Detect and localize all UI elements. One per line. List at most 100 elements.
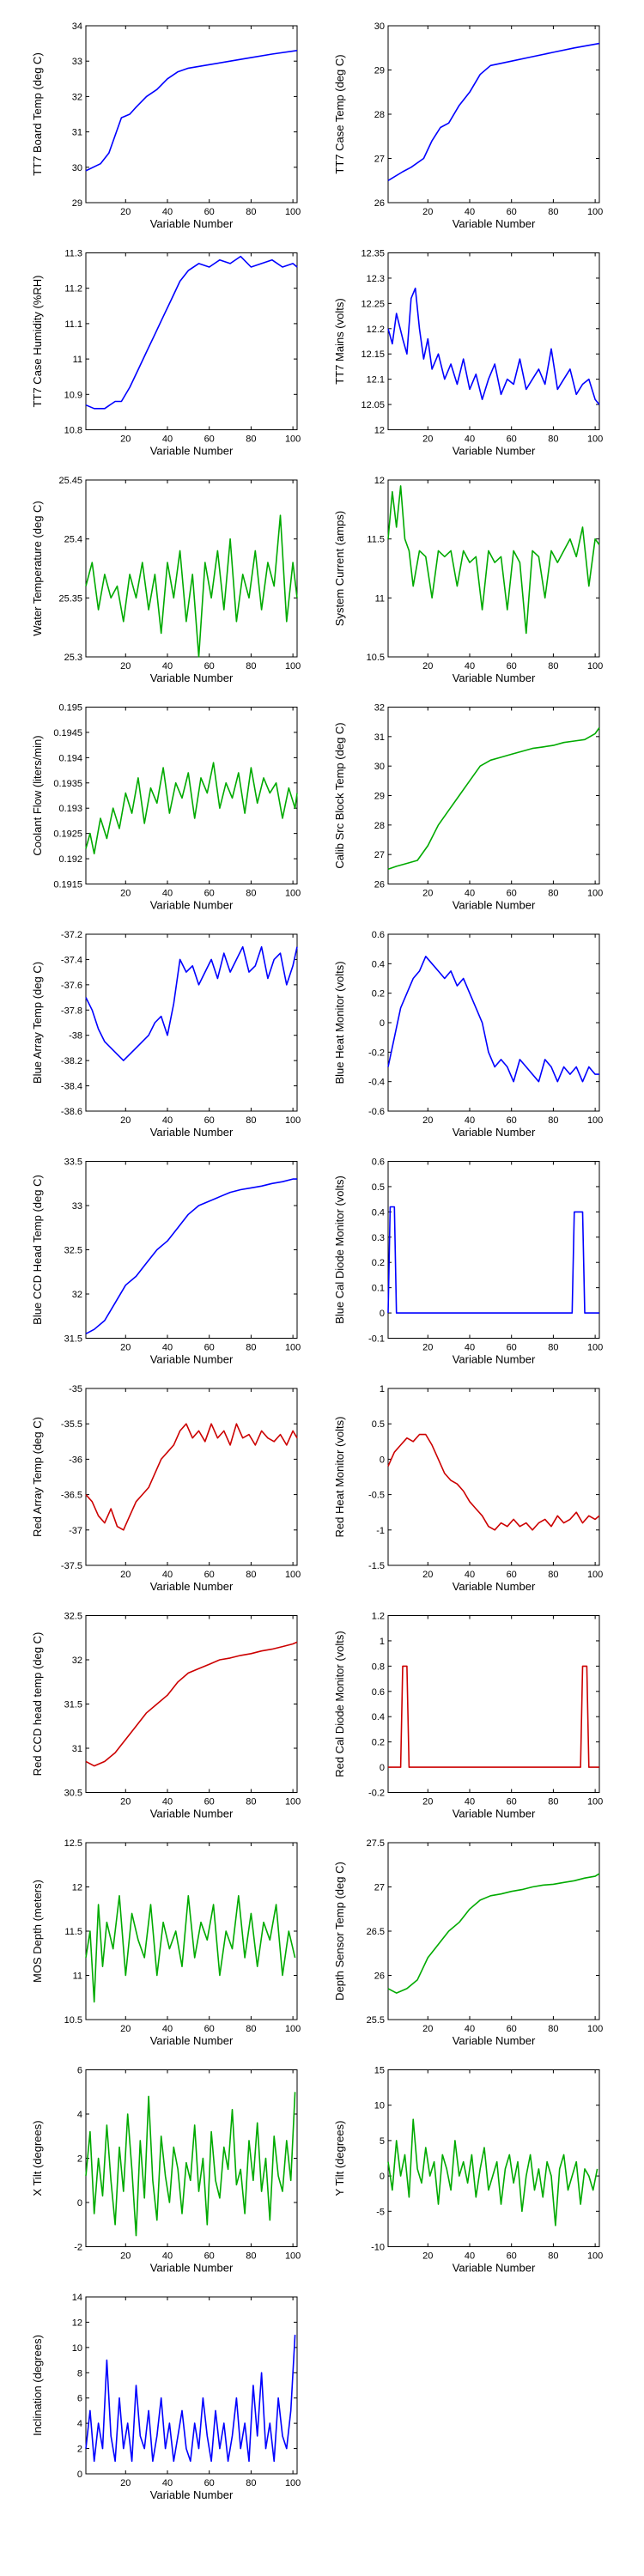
x-tick-label: 40 xyxy=(465,207,475,217)
y-tick-label: 12.5 xyxy=(64,1838,82,1849)
y-tick-label: -0.2 xyxy=(368,1789,385,1799)
x-tick-label: 100 xyxy=(587,1797,603,1807)
y-tick-label: 32 xyxy=(72,1656,82,1666)
x-axis-label: Variable Number xyxy=(150,1126,234,1139)
x-tick-label: 40 xyxy=(465,1570,475,1580)
series-line xyxy=(85,1895,296,2003)
y-tick-label: -38.2 xyxy=(61,1056,82,1066)
x-tick-label: 60 xyxy=(507,207,517,217)
x-tick-label: 80 xyxy=(246,2251,256,2262)
x-tick-label: 20 xyxy=(120,2478,131,2488)
x-axis-label: Variable Number xyxy=(150,899,234,912)
plot-area xyxy=(387,707,600,884)
series-line xyxy=(387,42,600,181)
y-tick-label: -35 xyxy=(69,1384,82,1394)
y-tick-label: -37.6 xyxy=(61,981,82,991)
y-tick-label: -1.5 xyxy=(368,1561,385,1571)
plot-area xyxy=(387,479,600,658)
y-tick-label: 0.8 xyxy=(372,1662,385,1672)
y-tick-label: -37.4 xyxy=(61,955,82,965)
y-tick-label: 11.1 xyxy=(64,319,82,330)
series-line xyxy=(85,2335,296,2463)
x-axis-label: Variable Number xyxy=(150,2488,234,2501)
x-tick-label: 100 xyxy=(285,207,301,217)
y-tick-label: 6 xyxy=(77,2394,82,2404)
y-tick-label: 34 xyxy=(72,21,82,32)
y-tick-label: 10.9 xyxy=(64,390,82,400)
y-tick-label: 26 xyxy=(374,880,385,890)
x-tick-label: 40 xyxy=(162,2478,173,2488)
x-tick-label: 60 xyxy=(204,1115,215,1126)
subplot-9: -38.6 -38.4 -38.2 -38 -37.8 -37.6 -37.4 -37.2 20… xyxy=(31,930,301,1139)
x-axis-label: Variable Number xyxy=(453,445,536,458)
y-tick-label: -0.6 xyxy=(368,1107,385,1117)
y-tick-label: 29 xyxy=(374,792,385,802)
x-tick-label: 80 xyxy=(246,1115,256,1126)
y-axis-label: Y Tilt (degrees) xyxy=(333,2121,346,2196)
y-tick-label: 12.15 xyxy=(361,349,385,360)
x-axis-label: Variable Number xyxy=(150,445,234,458)
y-tick-label: 11 xyxy=(375,593,385,604)
y-tick-label: 32 xyxy=(374,703,385,714)
y-tick-label: 0 xyxy=(380,1018,385,1029)
x-tick-label: 60 xyxy=(204,1570,215,1580)
y-tick-label: 25.5 xyxy=(367,2015,385,2026)
x-tick-label: 60 xyxy=(204,1343,215,1353)
x-tick-label: 40 xyxy=(465,2024,475,2034)
y-tick-label: -37 xyxy=(69,1526,82,1536)
series-line xyxy=(85,945,298,1061)
x-tick-label: 40 xyxy=(465,1797,475,1807)
x-tick-label: 40 xyxy=(162,2024,173,2034)
y-tick-label: 0.6 xyxy=(372,1687,385,1698)
y-tick-label: -36 xyxy=(69,1455,82,1465)
x-tick-label: 40 xyxy=(162,434,173,445)
x-tick-label: 40 xyxy=(162,207,173,217)
x-tick-label: 60 xyxy=(204,2251,215,2262)
x-axis-label: Variable Number xyxy=(150,2034,234,2047)
y-tick-label: 12 xyxy=(374,426,385,436)
y-tick-label: 32 xyxy=(72,92,82,102)
y-tick-label: 25.4 xyxy=(64,535,82,545)
subplot-15: 30.5 31 31.5 32 32.5 20 40 60 80 100 Variable Numb… xyxy=(31,1612,301,1820)
y-tick-label: 33 xyxy=(72,1201,82,1212)
x-tick-label: 20 xyxy=(422,1797,433,1807)
y-tick-label: 0 xyxy=(77,2198,82,2208)
y-tick-label: 0.6 xyxy=(372,1157,385,1168)
x-tick-label: 80 xyxy=(548,2024,558,2034)
y-axis-label: Blue Cal Diode Monitor (volts) xyxy=(333,1176,346,1324)
y-axis-label: Calib Src Block Temp (deg C) xyxy=(333,722,346,868)
y-tick-label: 25.45 xyxy=(58,476,82,486)
y-tick-label: 0 xyxy=(380,1309,385,1319)
x-tick-label: 80 xyxy=(246,2024,256,2034)
y-tick-label: 0.3 xyxy=(372,1233,385,1243)
x-tick-label: 60 xyxy=(507,2251,517,2262)
x-tick-label: 40 xyxy=(465,1115,475,1126)
y-tick-label: 31 xyxy=(374,732,385,743)
subplot-10: -0.6 -0.4 -0.2 0 0.2 0.4 0.6 20 40 60 80 100 Variabl… xyxy=(333,930,603,1139)
series-line xyxy=(85,514,298,658)
series-line xyxy=(387,727,600,871)
x-tick-label: 100 xyxy=(285,2251,301,2262)
y-tick-label: 0.1915 xyxy=(53,880,82,890)
y-tick-label: 11 xyxy=(73,355,82,365)
y-tick-label: 0.4 xyxy=(372,1207,385,1218)
x-tick-label: 20 xyxy=(120,1570,131,1580)
series-line xyxy=(85,1641,298,1767)
plot-area xyxy=(387,1161,600,1339)
y-tick-label: -38.4 xyxy=(61,1082,82,1092)
y-tick-label: -37.5 xyxy=(61,1561,82,1571)
x-tick-label: 80 xyxy=(246,434,256,445)
subplot-1: 29 30 31 32 33 34 20 40 60 80 100 Variable Number TT… xyxy=(31,21,301,230)
y-tick-label: -2 xyxy=(74,2243,82,2253)
y-tick-label: 0.194 xyxy=(58,753,82,763)
y-tick-label: 1 xyxy=(380,1637,385,1647)
x-tick-label: 80 xyxy=(246,661,256,671)
y-tick-label: 0.6 xyxy=(372,930,385,940)
y-tick-label: -5 xyxy=(376,2207,385,2217)
x-tick-label: 80 xyxy=(246,889,256,899)
x-tick-label: 100 xyxy=(285,1570,301,1580)
subplot-14: -1.5 -1 -0.5 0 0.5 1 20 40 60 80 100 Variable Numbe… xyxy=(333,1384,603,1593)
x-tick-label: 100 xyxy=(285,661,301,671)
x-tick-label: 40 xyxy=(162,889,173,899)
y-tick-label: 29 xyxy=(72,198,82,209)
